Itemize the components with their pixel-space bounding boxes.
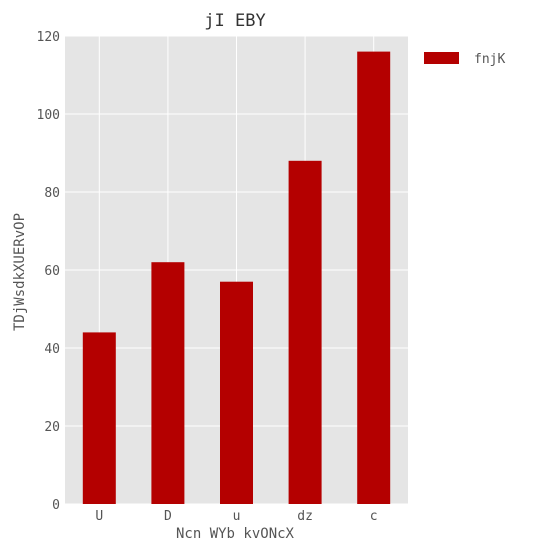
y-tick-label-80: 80 — [44, 186, 60, 201]
x-tick-label-U: U — [95, 509, 103, 524]
bar-u — [220, 281, 253, 504]
bar-D — [151, 262, 185, 504]
y-tick-label-20: 20 — [44, 420, 60, 435]
bars — [82, 51, 391, 505]
x-axis-label: Ncn WYb kvONcX — [176, 526, 295, 542]
bar-dz — [288, 160, 322, 505]
x-tick-label-D: D — [164, 509, 172, 524]
bar-c — [357, 51, 391, 504]
y-tick-label-60: 60 — [44, 264, 60, 279]
bar-U — [82, 332, 116, 504]
x-tick-label-dz: dz — [297, 509, 313, 524]
y-tick-label-40: 40 — [44, 342, 60, 357]
legend-swatch-fnjK — [424, 52, 459, 64]
legend: fnjK — [424, 52, 505, 67]
y-axis-ticks: 0 20 40 60 80 100 120 — [37, 30, 60, 513]
x-tick-label-c: c — [370, 509, 378, 524]
y-tick-label-0: 0 — [52, 498, 60, 513]
y-axis-label: TDjWsdkXUERvOP — [12, 213, 28, 331]
legend-label-fnjK: fnjK — [474, 52, 505, 67]
chart-title: jI EBY — [204, 11, 265, 31]
x-tick-label-u: u — [233, 509, 241, 524]
y-tick-label-100: 100 — [37, 108, 60, 123]
y-tick-label-120: 120 — [37, 30, 60, 45]
